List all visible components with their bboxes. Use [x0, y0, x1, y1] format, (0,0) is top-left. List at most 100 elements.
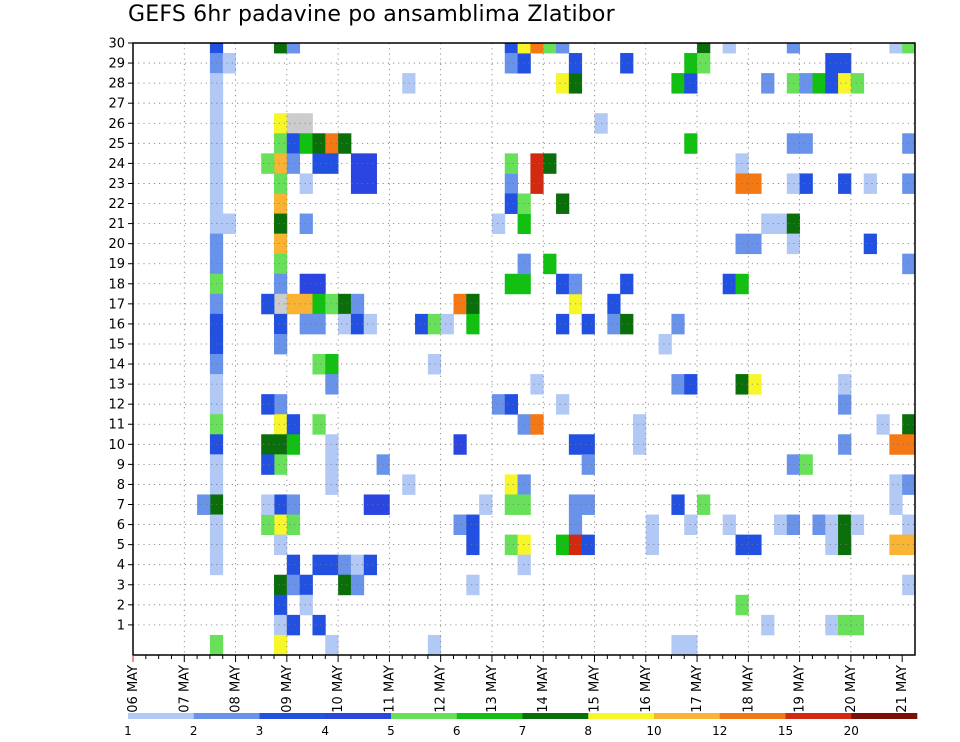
heatmap-cell: [299, 133, 313, 154]
heatmap-cell: [748, 534, 762, 556]
heatmap-cell: [286, 574, 301, 596]
heatmap-cell: [286, 113, 301, 134]
heatmap-cell: [838, 514, 852, 536]
y-tick-label: 24: [108, 157, 125, 172]
heatmap-cell: [838, 434, 852, 455]
heatmap-cell: [556, 193, 570, 214]
y-tick-label: 6: [117, 518, 125, 533]
heatmap-cell: [786, 43, 801, 54]
heatmap-cell: [838, 394, 852, 415]
heatmap-cell: [466, 574, 480, 596]
y-tick-label: 19: [108, 257, 125, 272]
heatmap-cell: [286, 414, 301, 435]
x-tick-label: 14 MAY: [536, 665, 551, 713]
colorbar-swatch: [325, 713, 392, 719]
heatmap-cell: [607, 293, 621, 315]
heatmap-cell: [748, 233, 762, 255]
heatmap-cell: [556, 534, 570, 556]
heatmap-cell: [799, 454, 813, 475]
heatmap-cell: [889, 474, 903, 495]
heatmap-cell: [504, 193, 518, 214]
heatmap-cell: [299, 574, 313, 596]
heatmap-cell: [261, 494, 275, 515]
heatmap-cell: [222, 213, 236, 235]
x-tick-label: 19 MAY: [793, 665, 808, 713]
heatmap-cell: [825, 534, 839, 556]
heatmap-cell: [453, 293, 467, 315]
heatmap-cell: [671, 374, 685, 395]
heatmap-cell: [325, 474, 339, 495]
colorbar-swatch: [391, 713, 458, 719]
heatmap-cell: [863, 173, 877, 194]
x-tick-label: 07 MAY: [177, 665, 192, 713]
heatmap-cell: [684, 374, 698, 395]
heatmap-cell: [466, 293, 480, 315]
colorbar-label: 7: [519, 724, 527, 738]
heatmap-cell: [773, 514, 788, 536]
plot-frame: [132, 42, 916, 656]
colorbar-swatch: [588, 713, 655, 719]
heatmap-cell: [543, 43, 557, 54]
heatmap-cell: [363, 153, 377, 174]
heatmap-cell: [325, 634, 339, 656]
x-tick-label: 13 MAY: [485, 665, 500, 713]
heatmap-cell: [825, 614, 839, 636]
y-tick-label: 2: [117, 598, 125, 613]
heatmap-cell: [312, 614, 326, 636]
heatmap-cell: [197, 494, 211, 515]
heatmap-cell: [581, 454, 595, 475]
heatmap-cell: [261, 394, 275, 415]
heatmap-cell: [325, 153, 339, 174]
heatmap-cell: [530, 43, 544, 54]
heatmap-cell: [286, 153, 301, 174]
heatmap-cell: [620, 313, 634, 335]
colorbar-swatch: [785, 713, 852, 719]
y-tick-label: 1: [117, 618, 125, 633]
heatmap-cell: [504, 53, 518, 74]
heatmap-cell: [338, 293, 352, 315]
heatmap-cell: [274, 534, 288, 556]
heatmap-cell: [684, 634, 698, 656]
x-tick-label: 21 MAY: [895, 665, 910, 713]
heatmap-cell: [581, 534, 595, 556]
heatmap-cell: [274, 394, 288, 415]
heatmap-cell: [556, 73, 570, 94]
y-axis: 1234567891011121314151617181920212223242…: [108, 37, 133, 633]
y-tick-label: 29: [108, 57, 125, 72]
heatmap-cell: [556, 43, 570, 54]
heatmap-cell: [850, 614, 865, 636]
heatmap-cell: [466, 514, 480, 536]
heatmap-cell: [697, 494, 711, 515]
heatmap-cell: [722, 514, 736, 536]
heatmap-cell: [325, 293, 339, 315]
y-tick-label: 28: [108, 77, 125, 92]
y-tick-label: 26: [108, 117, 125, 132]
y-tick-label: 22: [108, 197, 125, 212]
heatmap-cell: [863, 233, 877, 255]
heatmap-cell: [325, 434, 339, 455]
heatmap-cell: [299, 313, 313, 335]
heatmap-cell: [504, 394, 518, 415]
heatmap-cell: [274, 293, 288, 315]
heatmap-cell: [286, 494, 301, 515]
heatmap-cell: [722, 273, 736, 295]
colorbar-swatch: [456, 713, 523, 719]
heatmap-cell: [825, 73, 839, 94]
y-tick-label: 9: [117, 458, 125, 473]
colorbar-swatch: [522, 713, 589, 719]
heatmap-cell: [274, 434, 288, 455]
heatmap-cell: [286, 514, 301, 536]
heatmap-cell: [274, 494, 288, 515]
heatmap-cell: [274, 113, 288, 134]
colorbar-swatch: [128, 713, 195, 719]
heatmap-cell: [299, 293, 313, 315]
heatmap-cell: [274, 414, 288, 435]
y-tick-label: 21: [108, 217, 125, 232]
heatmap-cell: [722, 43, 736, 54]
heatmap-cell: [697, 43, 711, 54]
heatmap-cell: [748, 173, 762, 194]
heatmap-cell: [889, 43, 903, 54]
heatmap-cell: [338, 313, 352, 335]
heatmap-cell: [838, 374, 852, 395]
heatmap-cell: [338, 554, 352, 576]
